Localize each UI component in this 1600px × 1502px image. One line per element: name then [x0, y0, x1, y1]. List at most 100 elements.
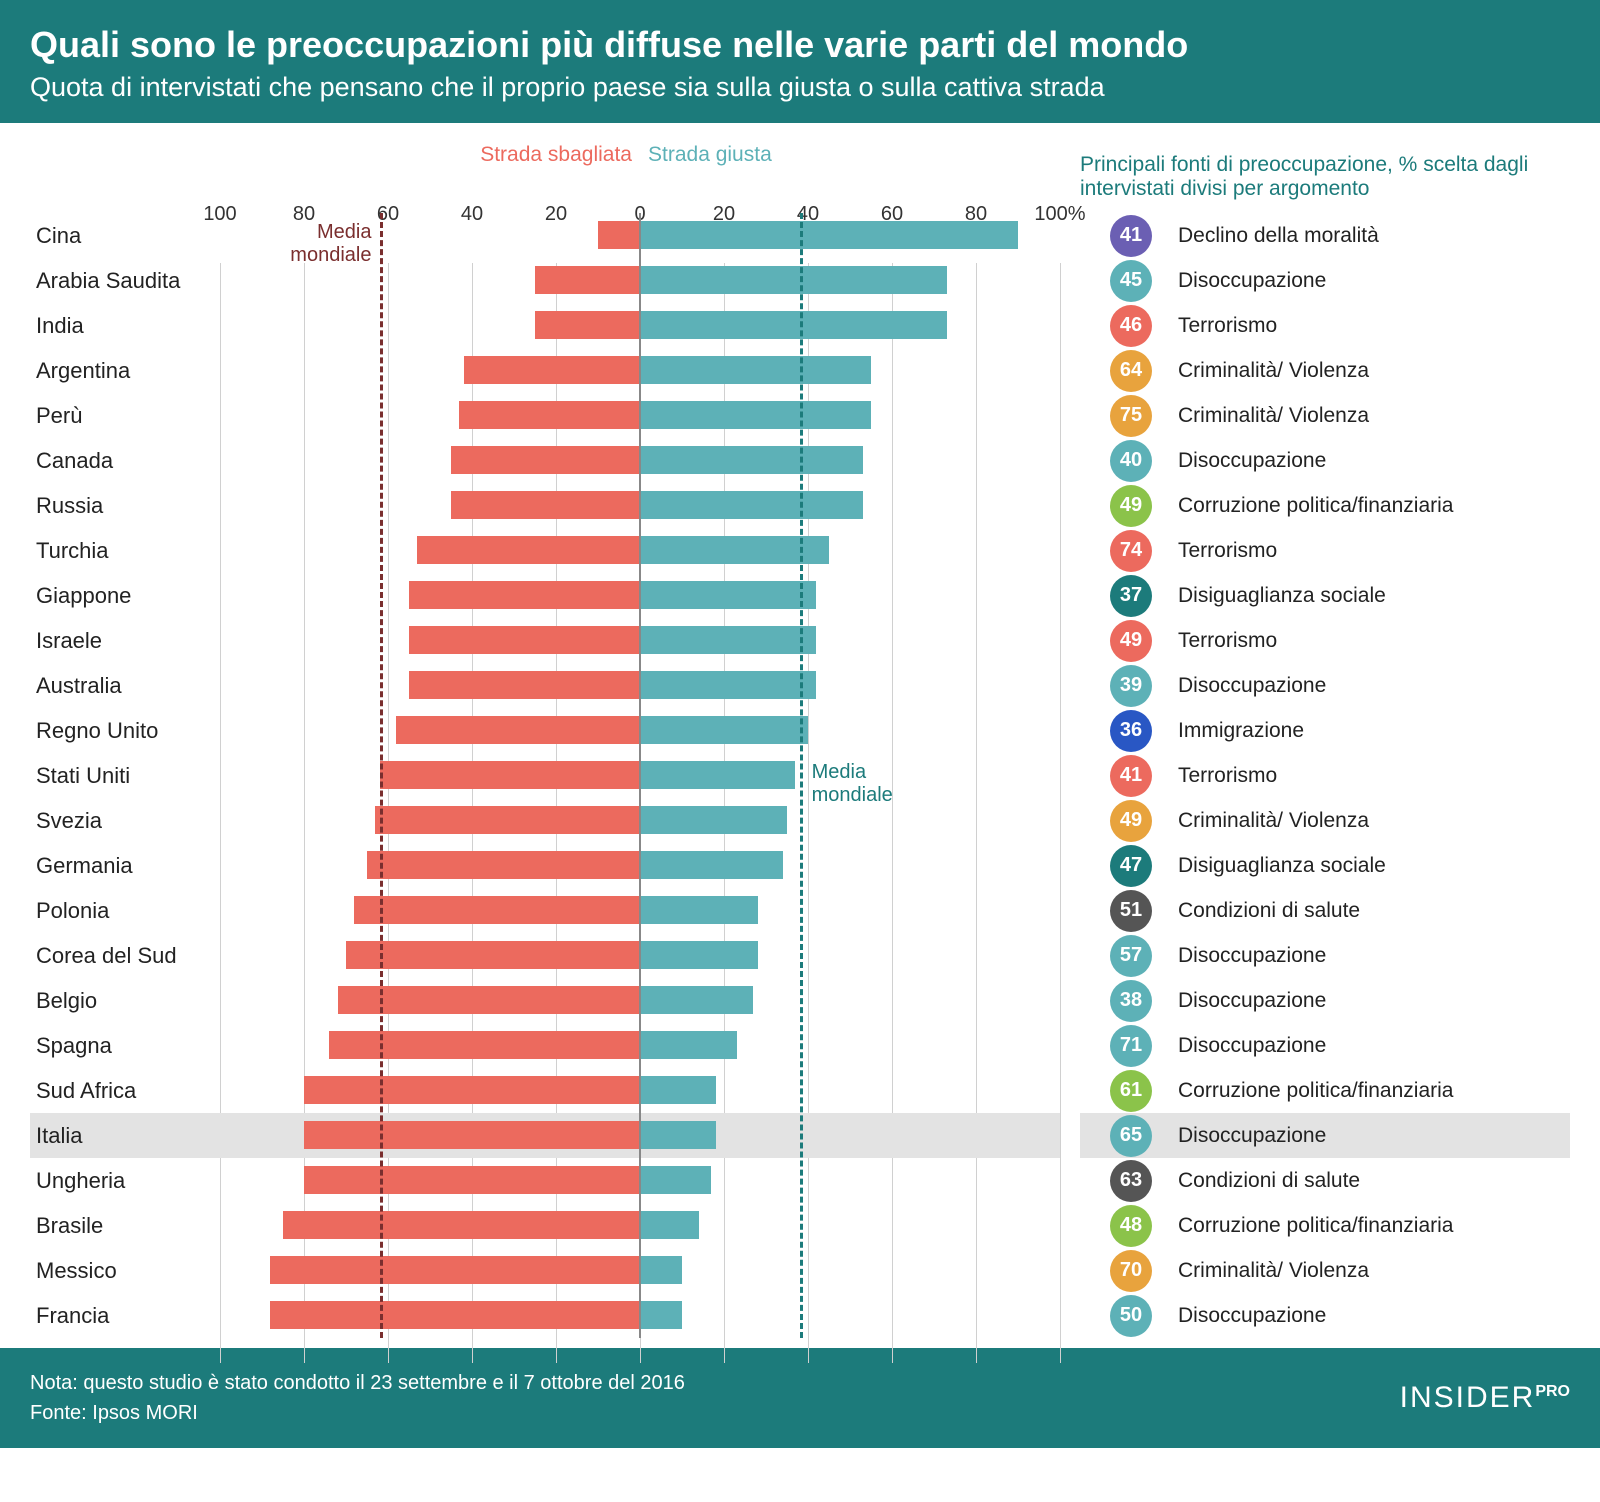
country-label: Belgio — [30, 988, 220, 1014]
brand-logo: INSIDERPRO — [1400, 1381, 1570, 1415]
legend-wrong-label: Strada sbagliata — [220, 143, 640, 167]
country-label: Arabia Saudita — [30, 268, 220, 294]
concern-badge: 65 — [1110, 1115, 1152, 1157]
country-label: Germania — [30, 853, 220, 879]
country-label: Brasile — [30, 1213, 220, 1239]
country-label: Sud Africa — [30, 1078, 220, 1104]
concern-badge: 57 — [1110, 935, 1152, 977]
concern-row: 48Corruzione politica/finanziaria — [1080, 1203, 1570, 1248]
chart-row: Australia — [30, 663, 1060, 708]
bar-right — [640, 311, 947, 339]
bar-right — [640, 536, 829, 564]
bar-wrong — [409, 581, 640, 609]
concern-row: 49Criminalità/ Violenza — [1080, 798, 1570, 843]
concern-row: 64Criminalità/ Violenza — [1080, 348, 1570, 393]
bar-wrong — [451, 491, 640, 519]
concern-row: 37Disiguaglianza sociale — [1080, 573, 1570, 618]
concern-badge: 41 — [1110, 215, 1152, 257]
concern-row: 50Disoccupazione — [1080, 1293, 1570, 1338]
concern-label: Corruzione politica/finanziaria — [1178, 1079, 1453, 1103]
concerns-column: Principali fonti di preoccupazione, % sc… — [1060, 143, 1570, 1338]
bar-wrong — [304, 1166, 640, 1194]
concern-label: Immigrazione — [1178, 719, 1304, 743]
concern-badge: 37 — [1110, 575, 1152, 617]
concern-badge: 75 — [1110, 395, 1152, 437]
footer-text: Nota: questo studio è stato condotto il … — [30, 1368, 685, 1428]
country-label: Ungheria — [30, 1168, 220, 1194]
bar-right — [640, 851, 783, 879]
chart-row: Israele — [30, 618, 1060, 663]
concern-label: Disoccupazione — [1178, 989, 1326, 1013]
concern-badge: 74 — [1110, 530, 1152, 572]
bar-right — [640, 1301, 682, 1329]
bar-wrong — [380, 761, 640, 789]
concern-label: Criminalità/ Violenza — [1178, 1259, 1369, 1283]
chart-row: Polonia — [30, 888, 1060, 933]
bar-wrong — [535, 311, 640, 339]
concern-label: Corruzione politica/finanziaria — [1178, 494, 1453, 518]
chart-area: Strada sbagliata Strada giusta 100806040… — [0, 123, 1600, 1348]
bar-right — [640, 221, 1018, 249]
chart-row: Turchia — [30, 528, 1060, 573]
concern-label: Terrorismo — [1178, 539, 1277, 563]
bar-wrong — [270, 1301, 640, 1329]
concern-badge: 51 — [1110, 890, 1152, 932]
concern-badge: 49 — [1110, 620, 1152, 662]
bar-right — [640, 1166, 711, 1194]
concern-row: 74 Terrorismo — [1080, 528, 1570, 573]
bar-right — [640, 761, 795, 789]
concern-row: 63Condizioni di salute — [1080, 1158, 1570, 1203]
concern-row: 45Disoccupazione — [1080, 258, 1570, 303]
concern-row: 46Terrorismo — [1080, 303, 1570, 348]
concern-row: 41Declino della moralità — [1080, 213, 1570, 258]
chart-row: Germania — [30, 843, 1060, 888]
bar-wrong — [354, 896, 640, 924]
main-title: Quali sono le preoccupazioni più diffuse… — [30, 24, 1570, 66]
concern-label: Disoccupazione — [1178, 1124, 1326, 1148]
bar-right — [640, 491, 863, 519]
concern-label: Condizioni di salute — [1178, 899, 1360, 923]
bar-wrong — [304, 1121, 640, 1149]
concern-row: 47Disiguaglianza sociale — [1080, 843, 1570, 888]
concern-row: 57Disoccupazione — [1080, 933, 1570, 978]
concern-badge: 41 — [1110, 755, 1152, 797]
country-label: Israele — [30, 628, 220, 654]
concern-badge: 36 — [1110, 710, 1152, 752]
bar-wrong — [451, 446, 640, 474]
chart-row: Belgio — [30, 978, 1060, 1023]
chart-row: Italia — [30, 1113, 1060, 1158]
concern-row: 75 Criminalità/ Violenza — [1080, 393, 1570, 438]
concern-row: 71 Disoccupazione — [1080, 1023, 1570, 1068]
country-label: India — [30, 313, 220, 339]
country-label: Messico — [30, 1258, 220, 1284]
bar-right — [640, 806, 787, 834]
country-label: Australia — [30, 673, 220, 699]
bar-wrong — [464, 356, 640, 384]
bar-wrong — [270, 1256, 640, 1284]
bar-right — [640, 266, 947, 294]
concern-row: 61Corruzione politica/finanziaria — [1080, 1068, 1570, 1113]
country-label: Polonia — [30, 898, 220, 924]
concern-badge: 64 — [1110, 350, 1152, 392]
country-label: Canada — [30, 448, 220, 474]
country-label: Italia — [30, 1123, 220, 1149]
bar-right — [640, 626, 816, 654]
bar-wrong — [417, 536, 640, 564]
chart-row: Canada — [30, 438, 1060, 483]
chart-row: Perù — [30, 393, 1060, 438]
bar-right — [640, 716, 808, 744]
concern-badge: 70 — [1110, 1250, 1152, 1292]
concern-label: Criminalità/ Violenza — [1178, 404, 1369, 428]
chart-row: Sud Africa — [30, 1068, 1060, 1113]
concern-badge: 49 — [1110, 485, 1152, 527]
chart-row: Russia — [30, 483, 1060, 528]
footer-note: Nota: questo studio è stato condotto il … — [30, 1368, 685, 1398]
bar-wrong — [409, 626, 640, 654]
bar-right — [640, 1031, 737, 1059]
concern-badge: 71 — [1110, 1025, 1152, 1067]
concern-label: Disoccupazione — [1178, 1034, 1326, 1058]
country-label: Svezia — [30, 808, 220, 834]
bar-right — [640, 1121, 716, 1149]
footer: Nota: questo studio è stato condotto il … — [0, 1348, 1600, 1448]
country-label: Turchia — [30, 538, 220, 564]
